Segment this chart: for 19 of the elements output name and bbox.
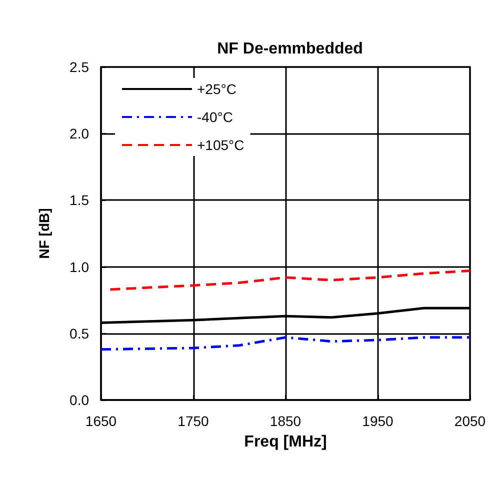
x-axis-title: Freq [MHz] — [244, 434, 327, 450]
x-tick-label: 2050 — [454, 413, 486, 429]
x-tick-label: 1950 — [362, 413, 394, 429]
x-tick-label: 1850 — [270, 413, 302, 429]
legend-label: +105°C — [197, 137, 244, 153]
y-tick-label: 0.0 — [70, 392, 90, 408]
y-tick-label: 1.5 — [70, 192, 90, 208]
y-tick-label: 1.0 — [70, 258, 90, 275]
y-tick-label: 2.5 — [70, 59, 90, 75]
chart-title: NF De-emmbedded — [217, 40, 363, 58]
y-tick-label: 0.5 — [70, 325, 90, 342]
legend-label: -40°C — [197, 109, 233, 125]
x-tick-label: 1650 — [85, 413, 117, 429]
line-series — [100, 336, 472, 351]
y-tick-label: 2.0 — [70, 126, 90, 142]
legend-label: +25°C — [197, 81, 236, 97]
x-tick-label: 1750 — [178, 413, 210, 429]
y-axis-title: NF [dB] — [36, 208, 52, 259]
line-series — [108, 270, 472, 291]
